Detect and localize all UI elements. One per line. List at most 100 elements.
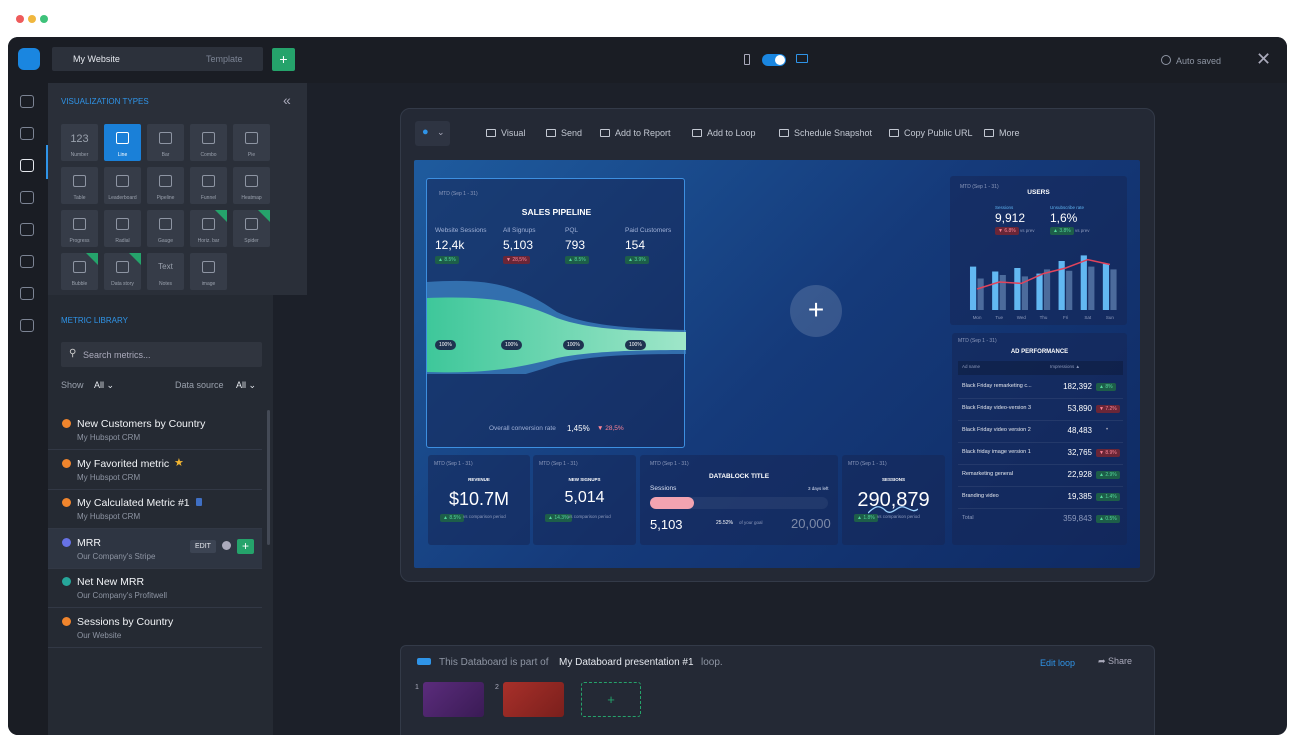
nav-icon[interactable] — [20, 191, 34, 204]
add-slide[interactable]: + — [581, 682, 641, 717]
users-line — [976, 258, 1111, 290]
dashboard: MTD (Sep 1 - 31) SALES PIPELINE Website Se… — [414, 160, 1140, 568]
nav-icon[interactable] — [20, 159, 34, 172]
viz-tile[interactable]: Bar — [147, 124, 184, 161]
viz-tile[interactable]: Radial — [104, 210, 141, 247]
toolbar-button[interactable]: Add to Loop — [692, 128, 756, 138]
color-picker[interactable]: ● ⌄ — [415, 121, 450, 146]
widget-title: SESSIONS — [881, 477, 905, 482]
viz-label: Pie — [247, 152, 256, 158]
close-button[interactable]: ✕ — [1256, 49, 1272, 69]
kpi-note: vs comparison period — [568, 514, 611, 519]
metric-item[interactable]: Net New MRR Our Company's Profitwell — [48, 568, 262, 609]
save-status: Auto saved — [1176, 56, 1222, 66]
bar — [1110, 269, 1117, 310]
add-button[interactable]: + — [272, 48, 295, 71]
nav-icon[interactable] — [20, 287, 34, 300]
nav-icon[interactable] — [20, 319, 34, 332]
viz-tile[interactable]: Heatmap — [233, 167, 270, 204]
metric-item[interactable]: Sessions by Country Our Website — [48, 608, 262, 648]
revenue-widget: MTD (Sep 1 - 31) REVENUE $10.7M ▲ 8.5% vs co… — [428, 455, 530, 545]
bar — [1088, 266, 1095, 310]
collapse-button[interactable]: « — [283, 92, 291, 108]
metric-source: Our Company's Stripe — [77, 551, 156, 561]
metric-item[interactable]: My Favorited metric ★ My Hubspot CRM — [48, 450, 262, 490]
change-pill: ▲ 8% — [1096, 383, 1116, 391]
row-divider — [958, 508, 1123, 509]
viz-tile[interactable]: Data story — [104, 253, 141, 290]
add-widget[interactable]: + — [790, 285, 842, 337]
viz-icon — [116, 175, 129, 187]
viz-tile[interactable]: Leaderboard — [104, 167, 141, 204]
kpi-value: 793 — [565, 238, 586, 252]
ad-impressions: 32,765 — [1067, 448, 1092, 457]
metric-source: My Hubspot CRM — [77, 512, 141, 522]
viz-tile[interactable]: Combo — [190, 124, 227, 161]
toolbar-button[interactable]: Visual — [486, 128, 525, 138]
bar — [1043, 269, 1051, 310]
viz-tile[interactable]: Table — [61, 167, 98, 204]
viz-tile[interactable]: Bubble — [61, 253, 98, 290]
viz-icon — [73, 261, 86, 273]
edit-button[interactable]: EDIT — [190, 539, 216, 553]
edit-loop[interactable]: Edit loop — [1040, 658, 1076, 668]
viz-tile[interactable]: Pipeline — [147, 167, 184, 204]
source-label: Data source — [175, 380, 224, 390]
share-button[interactable]: ➦ Share — [1098, 656, 1133, 666]
viz-tile[interactable]: Spider — [233, 210, 270, 247]
viz-tile[interactable]: 123 Number — [61, 124, 98, 161]
viz-tile[interactable]: Gauge — [147, 210, 184, 247]
change-pill: ▼ 7.2% — [1096, 405, 1120, 413]
nav-icon[interactable] — [20, 127, 34, 140]
add-metric[interactable]: + — [237, 538, 254, 554]
change-pill: ▲ 1.4% — [1096, 493, 1120, 501]
slide-thumb[interactable] — [503, 682, 564, 717]
widget-date: MTD (Sep 1 - 31) — [539, 461, 578, 467]
toolbar-icon — [779, 129, 789, 137]
viz-icon — [159, 132, 172, 144]
metric-source: My Hubspot CRM — [77, 472, 141, 482]
bar — [977, 278, 984, 310]
metric-icon — [62, 617, 71, 626]
source-select[interactable]: All ⌄ — [236, 380, 257, 390]
kpi-note: vs comparison period — [463, 514, 506, 519]
viz-tile[interactable]: Progress — [61, 210, 98, 247]
nav-icon[interactable] — [20, 95, 34, 108]
toolbar-button[interactable]: More — [984, 128, 1020, 138]
search-placeholder: Search metrics... — [83, 350, 151, 360]
desktop-icon[interactable] — [796, 54, 808, 63]
metric-item[interactable]: My Calculated Metric #1 My Hubspot CRM — [48, 489, 262, 530]
ad-impressions: 359,843 — [1063, 514, 1092, 523]
project-field[interactable]: My Website Template — [52, 47, 263, 71]
toolbar-button[interactable]: Schedule Snapshot — [779, 128, 872, 138]
phone-icon[interactable] — [744, 54, 750, 65]
nav-icon[interactable] — [20, 255, 34, 268]
viz-tile[interactable]: image — [190, 253, 227, 290]
ad-impressions: 53,890 — [1067, 404, 1092, 413]
search-box[interactable]: ⚲ Search metrics... — [61, 342, 262, 367]
viz-tile[interactable]: Funnel — [190, 167, 227, 204]
bar — [969, 266, 977, 310]
mobile-toggle[interactable] — [762, 54, 786, 66]
toolbar-button[interactable]: Send — [546, 128, 582, 138]
ad-name: Black Friday remarketing c... — [962, 383, 1032, 389]
nav-icon[interactable] — [20, 223, 34, 236]
metric-item[interactable]: MRR Our Company's Stripe EDIT + — [48, 528, 262, 569]
nav-active — [46, 145, 48, 179]
toolbar-icon — [546, 129, 556, 137]
viz-tile[interactable]: Line — [104, 124, 141, 161]
viz-icon — [73, 218, 86, 230]
viz-tile[interactable]: Pie — [233, 124, 270, 161]
slide-thumb[interactable] — [423, 682, 484, 717]
change-pill: ▲ 0.5% — [1096, 515, 1120, 523]
viz-tile[interactable]: Text Notes — [147, 253, 184, 290]
show-select[interactable]: All ⌄ — [94, 380, 115, 390]
logo[interactable] — [18, 48, 40, 70]
toolbar-button[interactable]: Add to Report — [600, 128, 671, 138]
viz-icon — [116, 218, 129, 230]
metric-name: MRR — [77, 536, 101, 549]
toolbar-button[interactable]: Copy Public URL — [889, 128, 973, 138]
favorite-star: ★ — [174, 456, 184, 469]
viz-tile[interactable]: Horiz. bar — [190, 210, 227, 247]
metric-item[interactable]: New Customers by Country My Hubspot CRM — [48, 410, 262, 450]
